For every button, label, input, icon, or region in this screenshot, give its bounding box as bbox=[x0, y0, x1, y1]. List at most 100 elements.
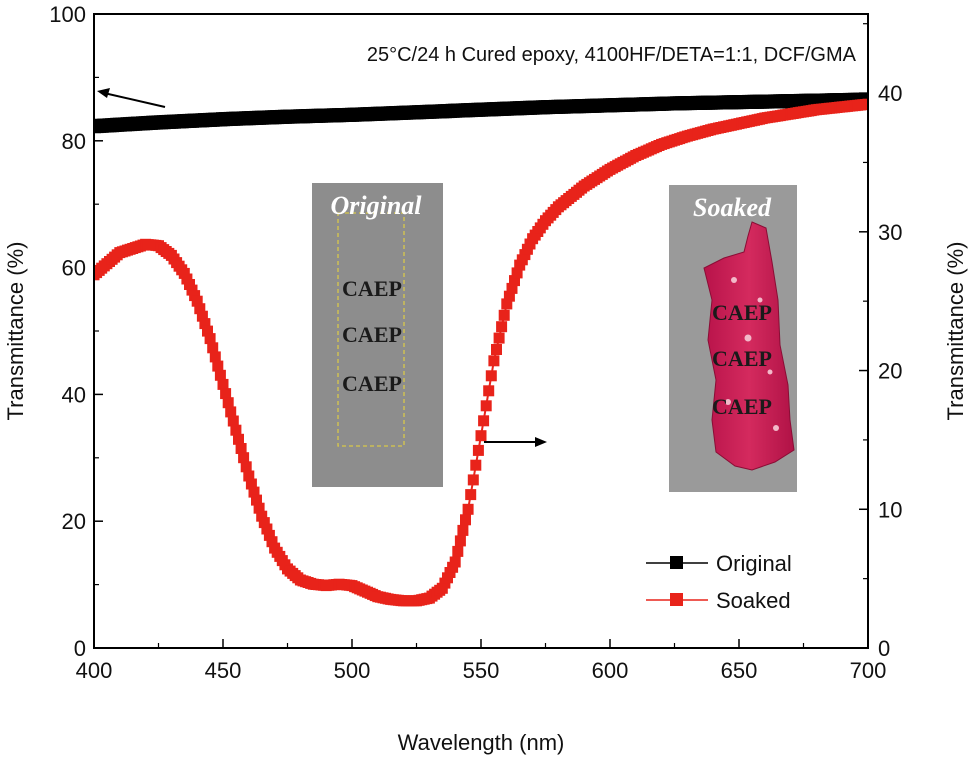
data-point bbox=[220, 388, 232, 400]
legend: Original Soaked bbox=[646, 551, 792, 613]
data-point bbox=[449, 556, 461, 568]
inset-original-label-1: CAEP bbox=[342, 276, 402, 301]
inset-soaked-hole bbox=[767, 369, 773, 375]
y-left-tick-label: 40 bbox=[62, 382, 86, 407]
axis-arrows bbox=[97, 88, 547, 447]
data-point bbox=[227, 415, 239, 427]
y-right-tick-label: 10 bbox=[878, 497, 902, 522]
inset-soaked-title: Soaked bbox=[693, 193, 772, 222]
data-point bbox=[251, 494, 262, 506]
inset-original-photo: Original CAEP CAEP CAEP bbox=[312, 183, 443, 487]
data-point bbox=[470, 459, 482, 471]
inset-original-label-3: CAEP bbox=[342, 371, 402, 396]
data-point bbox=[256, 510, 268, 522]
data-point bbox=[467, 474, 479, 486]
x-tick-label: 550 bbox=[463, 658, 500, 683]
data-point bbox=[225, 406, 237, 418]
inset-soaked-hole bbox=[757, 297, 763, 303]
y-right-tick-label: 40 bbox=[878, 81, 902, 106]
data-point bbox=[488, 355, 500, 367]
x-tick-label: 500 bbox=[334, 658, 371, 683]
data-point bbox=[263, 529, 275, 541]
data-point bbox=[207, 342, 219, 354]
x-tick-label: 700 bbox=[850, 658, 887, 683]
axes: 400 450 500 550 600 650 7000204060801000102030… bbox=[49, 2, 902, 683]
y-left-tick-label: 20 bbox=[62, 509, 86, 534]
data-point bbox=[452, 545, 464, 557]
data-point bbox=[509, 275, 520, 287]
inset-soaked-label-2: CAEP bbox=[712, 346, 772, 371]
legend-soaked-marker bbox=[670, 593, 683, 606]
data-point bbox=[214, 369, 226, 381]
arrow-left-head-icon bbox=[97, 88, 110, 98]
data-point bbox=[253, 502, 265, 514]
data-point bbox=[248, 486, 260, 498]
data-point bbox=[196, 310, 208, 322]
y-right-axis-title: Transmittance (%) bbox=[943, 242, 968, 421]
arrow-right-head-icon bbox=[535, 437, 547, 447]
legend-soaked-label: Soaked bbox=[716, 588, 791, 613]
data-point bbox=[184, 279, 195, 290]
inset-original-background bbox=[312, 183, 443, 487]
inset-original-sample-outline bbox=[337, 212, 405, 447]
data-point bbox=[478, 415, 490, 427]
data-point bbox=[503, 290, 515, 302]
data-point bbox=[204, 333, 216, 345]
y-left-tick-label: 100 bbox=[49, 2, 86, 27]
data-point bbox=[462, 503, 474, 515]
inset-soaked-label-3: CAEP bbox=[712, 394, 772, 419]
data-point bbox=[222, 397, 234, 409]
data-point bbox=[258, 517, 270, 529]
inset-soaked-sample bbox=[703, 221, 795, 471]
data-point bbox=[483, 385, 495, 397]
y-left-tick-label: 0 bbox=[74, 636, 86, 661]
y-right-tick-label: 0 bbox=[878, 636, 890, 661]
legend-original-label: Original bbox=[716, 551, 792, 576]
y-right-tick-label: 30 bbox=[878, 220, 902, 245]
data-point bbox=[862, 98, 868, 110]
x-tick-label: 650 bbox=[721, 658, 758, 683]
inset-soaked-hole bbox=[773, 425, 779, 431]
inset-original-title: Original bbox=[330, 191, 422, 220]
plot-frame bbox=[93, 13, 869, 649]
x-tick-label: 450 bbox=[205, 658, 242, 683]
data-point bbox=[460, 514, 471, 526]
data-point bbox=[230, 424, 242, 436]
data-point bbox=[245, 478, 257, 490]
data-point bbox=[506, 282, 518, 294]
data-point bbox=[501, 298, 513, 310]
data-point bbox=[217, 378, 229, 390]
data-point bbox=[498, 309, 510, 321]
inset-original-label-2: CAEP bbox=[342, 322, 402, 347]
data-point bbox=[472, 444, 484, 456]
x-tick-label: 400 bbox=[76, 658, 113, 683]
data-point bbox=[465, 489, 477, 501]
data-point bbox=[480, 400, 492, 412]
y-left-tick-label: 60 bbox=[62, 256, 86, 281]
data-point bbox=[235, 443, 247, 454]
data-point bbox=[194, 303, 206, 315]
series-layer bbox=[94, 92, 868, 607]
y-left-axis-title: Transmittance (%) bbox=[3, 242, 28, 421]
data-point bbox=[189, 290, 201, 302]
data-point bbox=[457, 524, 469, 536]
inset-soaked-hole bbox=[725, 399, 731, 405]
inset-soaked-label-1: CAEP bbox=[712, 300, 772, 325]
data-point bbox=[493, 332, 505, 344]
x-tick-label: 600 bbox=[592, 658, 629, 683]
data-point bbox=[491, 344, 502, 355]
data-point bbox=[233, 433, 244, 445]
inset-soaked-hole bbox=[731, 277, 737, 283]
data-point bbox=[485, 370, 497, 382]
data-point bbox=[266, 536, 278, 548]
data-point bbox=[191, 295, 203, 307]
data-point bbox=[243, 470, 255, 482]
data-point bbox=[261, 523, 273, 535]
series-soaked bbox=[94, 98, 868, 607]
data-point bbox=[496, 321, 508, 333]
legend-original-marker bbox=[670, 556, 683, 569]
data-point bbox=[202, 325, 213, 337]
y-left-tick-label: 80 bbox=[62, 129, 86, 154]
data-point bbox=[209, 351, 221, 363]
